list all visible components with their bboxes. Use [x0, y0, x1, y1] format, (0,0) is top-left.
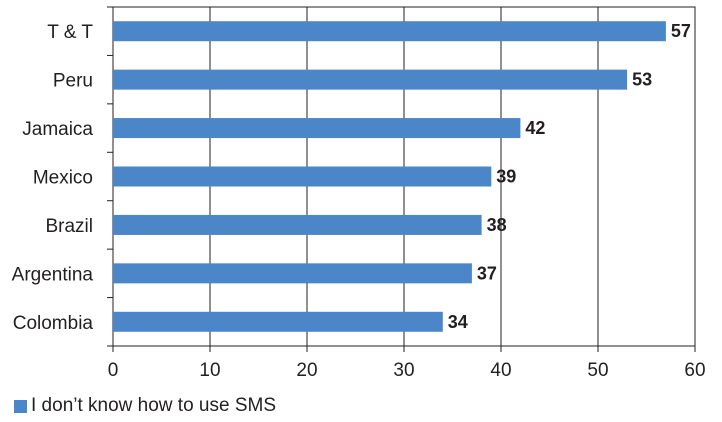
data-label: 37 — [477, 263, 497, 283]
bar — [113, 167, 491, 187]
data-label: 38 — [487, 215, 507, 235]
data-label: 34 — [448, 312, 468, 332]
bar — [113, 118, 520, 138]
category-label: Peru — [53, 71, 93, 92]
x-tick-label: 50 — [587, 360, 608, 381]
category-labels: T & T Peru Jamaica Mexico Brazil Argentina Col… — [12, 22, 94, 334]
data-label: 57 — [671, 21, 691, 41]
x-tick-label: 20 — [296, 360, 317, 381]
bar — [113, 312, 443, 332]
category-label: Jamaica — [22, 119, 93, 140]
category-label: Mexico — [33, 168, 93, 189]
bar-chart: T & T Peru Jamaica Mexico Brazil Argentina Col… — [0, 0, 722, 395]
data-label: 53 — [632, 70, 652, 90]
category-label: Colombia — [13, 313, 94, 334]
bars — [113, 21, 666, 332]
category-label: T & T — [47, 22, 93, 43]
category-label: Argentina — [12, 264, 94, 285]
legend-label: I don’t know how to use SMS — [31, 395, 276, 417]
legend: I don’t know how to use SMS — [14, 396, 276, 416]
x-tick-label: 10 — [199, 360, 220, 381]
bar — [113, 263, 472, 283]
x-tick-label: 40 — [490, 360, 511, 381]
legend-swatch — [14, 400, 27, 413]
bar — [113, 21, 666, 41]
category-label: Brazil — [45, 216, 93, 237]
data-label: 42 — [525, 118, 545, 138]
bar — [113, 215, 482, 235]
x-tick-labels: 0 10 20 30 40 50 60 — [108, 360, 706, 381]
data-label: 39 — [496, 167, 516, 187]
x-tick-label: 30 — [393, 360, 414, 381]
x-tick-label: 60 — [684, 360, 705, 381]
x-tick-label: 0 — [108, 360, 119, 381]
bar — [113, 70, 627, 90]
